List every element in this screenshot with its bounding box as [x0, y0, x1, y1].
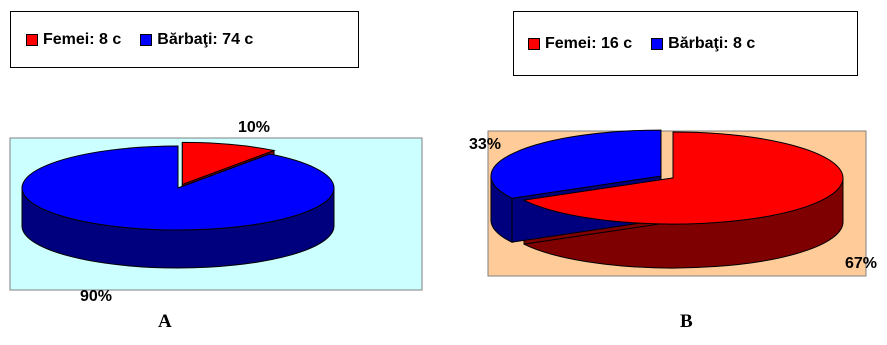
legend-item-barbati-b: Bărbaţi: 8 c [651, 35, 755, 53]
slice-label-femei-b: 67% [845, 255, 877, 272]
legend-b: Femei: 16 c Bărbaţi: 8 c [513, 11, 858, 76]
legend-label-femei-a: Femei: 8 c [43, 30, 122, 48]
pie-plot-b: 67% 33% [469, 129, 877, 277]
legend-a: Femei: 8 c Bărbaţi: 74 c [10, 11, 359, 68]
legend-label-barbati-a: Bărbaţi: 74 c [157, 30, 254, 48]
legend-item-barbati-a: Bărbaţi: 74 c [140, 31, 253, 49]
b-barbati-slice [490, 129, 662, 199]
b-femei-slice [522, 131, 844, 225]
chart-caption-b: B [680, 311, 693, 332]
pie-chart-b: Femei: 16 c Bărbaţi: 8 c 67% 33% B [455, 0, 887, 345]
slice-label-barbati-b: 33% [469, 136, 501, 153]
legend-label-barbati-b: Bărbaţi: 8 c [668, 34, 756, 52]
legend-swatch-femei-a [26, 33, 38, 46]
legend-swatch-barbati-b [651, 37, 664, 50]
slice-label-barbati-a: 90% [80, 288, 112, 305]
a-femei-slice [181, 141, 276, 186]
pie-chart-a: Femei: 8 c Bărbaţi: 74 c 10% 90% A [0, 0, 430, 345]
slice-label-femei-a: 10% [238, 119, 270, 136]
pie-plot-a: 10% 90% [9, 119, 423, 305]
chart-caption-a: A [158, 311, 172, 332]
a-barbati-slice [21, 145, 335, 231]
legend-label-femei-b: Femei: 16 c [545, 34, 633, 52]
legend-item-femei-a: Femei: 8 c [26, 31, 121, 49]
legend-swatch-barbati-a [140, 33, 153, 46]
legend-swatch-femei-b [528, 37, 540, 50]
legend-item-femei-b: Femei: 16 c [528, 35, 632, 53]
